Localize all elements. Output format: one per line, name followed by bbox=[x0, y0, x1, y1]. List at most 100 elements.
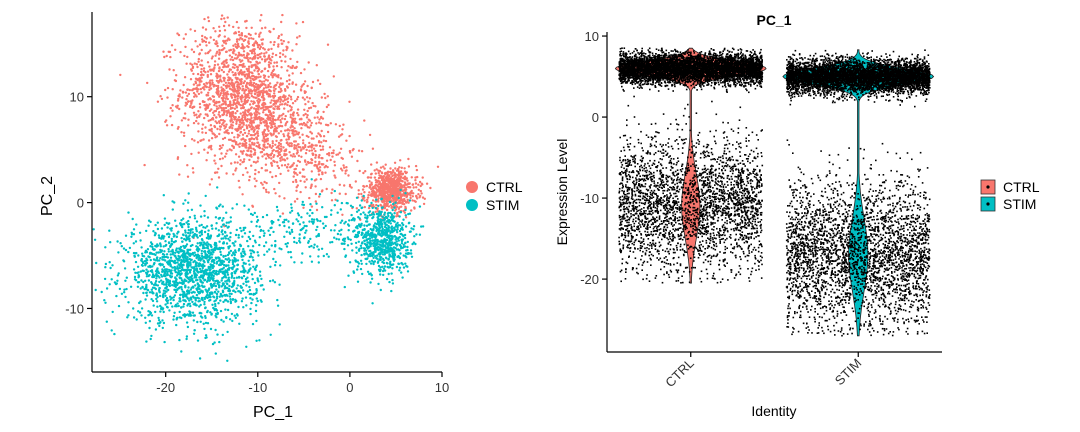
scatter-point bbox=[136, 281, 140, 284]
scatter-point bbox=[209, 124, 213, 127]
scatter-point bbox=[365, 201, 369, 204]
scatter-point bbox=[232, 25, 235, 29]
scatter-point bbox=[222, 217, 225, 220]
scatter-point bbox=[190, 101, 193, 104]
scatter-point bbox=[425, 182, 429, 185]
scatter-point bbox=[157, 234, 161, 237]
scatter-point bbox=[237, 89, 240, 93]
scatter-point bbox=[213, 154, 217, 157]
scatter-point bbox=[187, 231, 190, 235]
scatter-point bbox=[306, 126, 310, 129]
scatter-point bbox=[137, 310, 140, 313]
scatter-point bbox=[211, 303, 214, 306]
scatter-point bbox=[166, 280, 170, 283]
scatter-point bbox=[252, 234, 255, 238]
scatter-point bbox=[194, 299, 197, 302]
scatter-point bbox=[137, 275, 141, 278]
scatter-point bbox=[354, 226, 358, 229]
scatter-point bbox=[217, 290, 220, 293]
scatter-point bbox=[206, 259, 209, 262]
scatter-point bbox=[184, 231, 187, 234]
scatter-point bbox=[242, 50, 246, 53]
scatter-point bbox=[178, 95, 181, 98]
scatter-point bbox=[233, 161, 237, 164]
scatter-point bbox=[245, 77, 248, 80]
scatter-point bbox=[168, 309, 171, 312]
scatter-point bbox=[200, 91, 203, 94]
scatter-point bbox=[404, 214, 407, 217]
scatter-point bbox=[192, 171, 195, 174]
scatter-point bbox=[279, 119, 282, 122]
scatter-point bbox=[228, 68, 232, 71]
scatter-point bbox=[140, 257, 143, 261]
scatter-point bbox=[336, 232, 340, 236]
scatter-point bbox=[321, 163, 324, 166]
scatter-point bbox=[247, 259, 250, 262]
scatter-point bbox=[271, 76, 274, 79]
scatter-point bbox=[244, 96, 247, 100]
scatter-point bbox=[150, 242, 154, 246]
scatter-point bbox=[200, 59, 203, 62]
scatter-point bbox=[210, 137, 214, 140]
scatter-point bbox=[250, 113, 253, 116]
scatter-point bbox=[139, 239, 142, 242]
scatter-point bbox=[256, 134, 260, 137]
scatter-point bbox=[314, 149, 317, 153]
scatter-point bbox=[202, 83, 206, 86]
scatter-point bbox=[146, 259, 149, 262]
scatter-point bbox=[204, 40, 208, 44]
scatter-point bbox=[366, 198, 369, 201]
scatter-point bbox=[201, 290, 204, 293]
scatter-point bbox=[148, 326, 151, 330]
scatter-point bbox=[159, 310, 162, 313]
scatter-point bbox=[407, 212, 410, 216]
scatter-point bbox=[183, 268, 187, 272]
scatter-point bbox=[248, 96, 251, 100]
scatter-point bbox=[290, 124, 293, 127]
scatter-point bbox=[196, 278, 199, 282]
scatter-point bbox=[190, 68, 193, 71]
scatter-point bbox=[388, 280, 391, 284]
scatter-point bbox=[225, 242, 229, 245]
scatter-point bbox=[236, 66, 239, 69]
scatter-point bbox=[316, 79, 320, 82]
scatter-point bbox=[242, 282, 245, 285]
scatter-point bbox=[238, 58, 241, 61]
scatter-point bbox=[347, 274, 350, 277]
scatter-point bbox=[203, 300, 206, 304]
scatter-point bbox=[303, 98, 306, 101]
scatter-point bbox=[217, 69, 221, 73]
scatter-point bbox=[186, 94, 189, 98]
scatter-point bbox=[256, 57, 260, 60]
scatter-point bbox=[147, 310, 150, 313]
scatter-point bbox=[244, 94, 247, 97]
scatter-point bbox=[145, 340, 148, 343]
scatter-point bbox=[189, 62, 192, 65]
scatter-point bbox=[193, 214, 196, 217]
scatter-point bbox=[233, 139, 236, 142]
scatter-point bbox=[395, 229, 398, 232]
scatter-point bbox=[230, 312, 234, 316]
scatter-point bbox=[381, 188, 385, 191]
scatter-point bbox=[203, 148, 206, 151]
scatter-point bbox=[215, 52, 218, 55]
scatter-point bbox=[206, 216, 210, 219]
scatter-point bbox=[271, 52, 275, 55]
scatter-point bbox=[261, 89, 265, 92]
scatter-point bbox=[141, 254, 144, 258]
scatter-point bbox=[348, 261, 352, 264]
scatter-point bbox=[251, 298, 254, 301]
scatter-point bbox=[228, 266, 231, 270]
scatter-point bbox=[205, 82, 209, 85]
scatter-point bbox=[218, 95, 221, 98]
scatter-point bbox=[198, 43, 202, 46]
scatter-point bbox=[272, 99, 276, 102]
scatter-point bbox=[220, 230, 223, 234]
scatter-point bbox=[255, 83, 258, 86]
scatter-point bbox=[174, 255, 177, 258]
scatter-point bbox=[211, 79, 214, 82]
scatter-point bbox=[159, 304, 162, 308]
scatter-point bbox=[400, 184, 403, 187]
scatter-point bbox=[186, 209, 190, 212]
scatter-point bbox=[290, 256, 293, 259]
